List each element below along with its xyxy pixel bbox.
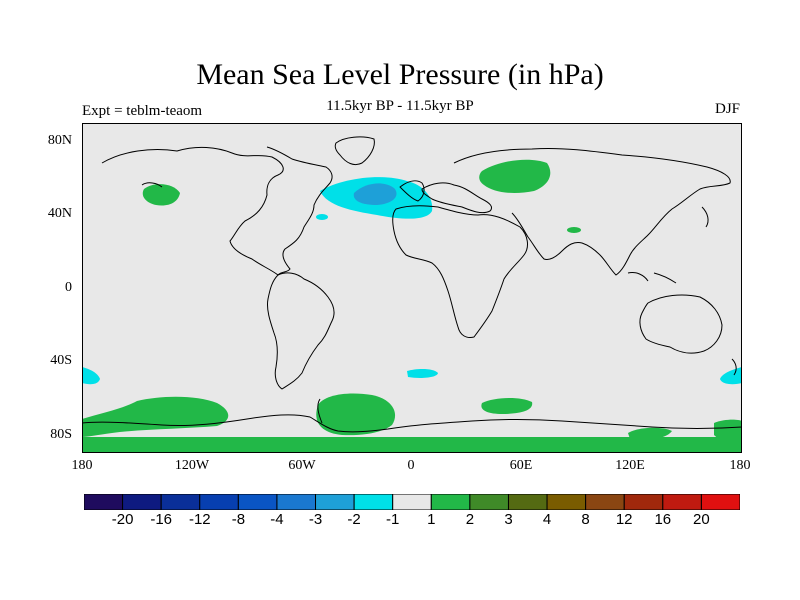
pressure-map bbox=[82, 123, 742, 453]
colorbar-box bbox=[546, 494, 587, 510]
green-small-asia bbox=[567, 227, 581, 233]
lat-tick-40s: 40S bbox=[50, 353, 72, 368]
colorbar-label: -3 bbox=[308, 511, 323, 528]
colorbar-label: -12 bbox=[188, 511, 211, 528]
lon-tick-180e: 180 bbox=[729, 458, 751, 473]
colorbar-box bbox=[469, 494, 509, 510]
alaska-coast bbox=[141, 182, 163, 188]
colorbar-label: -8 bbox=[231, 511, 246, 528]
colorbar-box bbox=[160, 494, 201, 510]
colorbar-label: -16 bbox=[150, 511, 173, 528]
chart-subtitle: 11.5kyr BP - 11.5kyr BP bbox=[326, 98, 474, 114]
colorbar-label: -20 bbox=[111, 511, 134, 528]
asia-coast bbox=[453, 147, 731, 276]
experiment-label: Expt = teblm-teaom bbox=[82, 103, 203, 119]
colorbar-label: 8 bbox=[581, 511, 590, 528]
colorbar-label: 16 bbox=[654, 511, 672, 528]
cyan-edge-west bbox=[82, 367, 100, 385]
blue-core-north-atlantic bbox=[353, 183, 397, 205]
antarctica-coast bbox=[82, 414, 742, 433]
lon-tick-120e: 120E bbox=[615, 458, 645, 473]
colorbar-box bbox=[662, 494, 702, 510]
green-high-ross bbox=[714, 419, 742, 442]
colorbar-box bbox=[623, 494, 664, 510]
colorbar-box bbox=[507, 494, 548, 510]
lat-tick-0: 0 bbox=[65, 280, 72, 295]
green-high-weddell bbox=[316, 393, 396, 436]
lon-tick-180w: 180 bbox=[71, 458, 93, 473]
anomaly-shading bbox=[82, 159, 742, 453]
europe-coast bbox=[421, 182, 493, 214]
greenland-coast bbox=[334, 136, 375, 166]
colorbar-label: 2 bbox=[465, 511, 475, 528]
colorbar-box bbox=[392, 494, 432, 510]
green-high-south-pacific bbox=[82, 396, 229, 437]
green-small-east-antarctic bbox=[628, 427, 672, 440]
colorbar-box bbox=[122, 494, 162, 510]
australia-coast bbox=[639, 294, 723, 354]
north-america-coast bbox=[101, 146, 333, 276]
colorbar-box bbox=[700, 494, 740, 510]
colorbar-label: 1 bbox=[427, 511, 436, 528]
colorbar-box bbox=[237, 494, 278, 510]
lon-tick-0: 0 bbox=[407, 458, 415, 473]
colorbar-label: -4 bbox=[270, 511, 284, 528]
map-frame bbox=[82, 123, 742, 453]
colorbar-box bbox=[315, 494, 355, 510]
colorbar-label: 12 bbox=[615, 511, 633, 528]
new-zealand-coast bbox=[731, 358, 737, 376]
cyan-small-atlantic bbox=[316, 214, 328, 220]
lat-tick-80n: 80N bbox=[47, 133, 72, 148]
colorbar-label: -2 bbox=[347, 511, 361, 528]
colorbar-label: 3 bbox=[504, 511, 513, 528]
colorbar-box bbox=[353, 494, 394, 510]
green-high-indian-ocean bbox=[481, 397, 533, 414]
colorbar-box bbox=[430, 494, 471, 510]
colorbar-box bbox=[84, 494, 124, 510]
lat-tick-40n: 40N bbox=[47, 206, 72, 221]
colorbar-label: -1 bbox=[386, 511, 400, 528]
coastlines bbox=[82, 136, 742, 433]
japan-coast bbox=[701, 206, 709, 228]
south-america-coast bbox=[267, 272, 335, 390]
colorbar-box bbox=[276, 494, 317, 510]
chart-title: Mean Sea Level Pressure (in hPa) bbox=[196, 58, 604, 91]
cyan-edge-east bbox=[720, 367, 742, 385]
lon-tick-60w: 60W bbox=[288, 458, 316, 473]
cyan-south-atlantic bbox=[407, 368, 438, 378]
season-label: DJF bbox=[714, 101, 740, 117]
green-band-antarctica bbox=[82, 437, 742, 453]
antarctic-peninsula-coast bbox=[317, 398, 323, 424]
colorbar-box bbox=[199, 494, 239, 510]
africa-coast bbox=[392, 205, 528, 338]
colorbar-label: 20 bbox=[693, 511, 710, 528]
lat-tick-80s: 80S bbox=[50, 427, 72, 442]
green-high-alaska bbox=[142, 184, 180, 206]
colorbar bbox=[84, 494, 740, 510]
colorbar-box bbox=[585, 494, 625, 510]
maritime-continent-coast bbox=[627, 272, 677, 284]
green-high-russia bbox=[479, 159, 551, 193]
colorbar-label: 4 bbox=[542, 511, 552, 528]
lon-tick-120w: 120W bbox=[174, 458, 210, 473]
lon-tick-60e: 60E bbox=[509, 458, 533, 473]
